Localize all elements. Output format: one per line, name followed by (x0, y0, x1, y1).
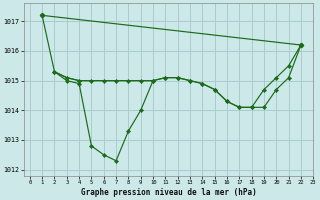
X-axis label: Graphe pression niveau de la mer (hPa): Graphe pression niveau de la mer (hPa) (81, 188, 256, 197)
